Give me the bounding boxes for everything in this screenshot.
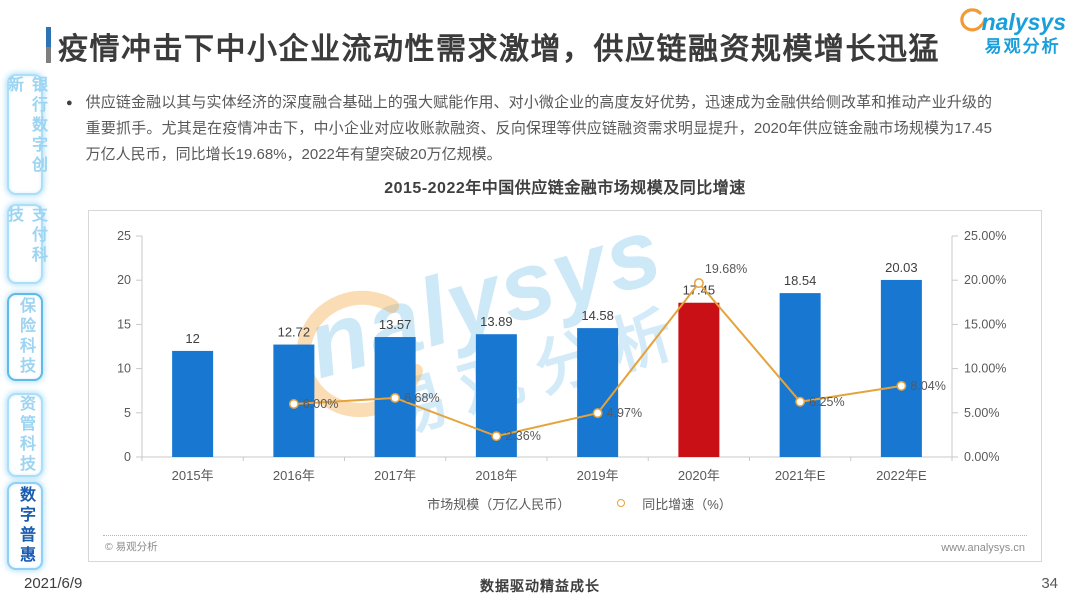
footer-date: 2021/6/9 [24, 575, 83, 592]
sidebar-tab-label: 保险科技 [17, 297, 34, 377]
right-axis-tick-label: 25.00% [964, 229, 1006, 243]
panel-divider [103, 535, 1027, 536]
right-axis-tick-label: 5.00% [964, 406, 999, 420]
legend-label: 市场规模（万亿人民币） [427, 497, 571, 512]
line-point [896, 380, 907, 391]
left-axis-tick-label: 25 [117, 229, 131, 243]
website-text: www.analysys.cn [941, 542, 1025, 554]
line-point [592, 408, 603, 419]
sidebar-tab-label: 数字普惠 [17, 486, 34, 566]
sidebar-tab-insurance-tech[interactable]: 保险科技 [7, 293, 43, 381]
x-axis-label: 2015年 [172, 468, 214, 483]
line-value-label: 8.04% [910, 379, 945, 393]
sidebar-tab-label: 银行数字创新 [5, 76, 46, 176]
sidebar-tab-payment-tech[interactable]: 支付科技 [5, 204, 46, 284]
line-value-label: 4.97% [607, 406, 642, 420]
line-point [491, 431, 502, 442]
chart-title: 2015-2022年中国供应链金融市场规模及同比增速 [384, 180, 746, 197]
right-axis-tick-label: 0.00% [964, 450, 999, 464]
left-axis-tick-label: 0 [124, 450, 131, 464]
market-size-growth-chart: 0 5 10 15 20 25 0.00% 5.00% 10.00% 15.00% 20.00% 25… [117, 229, 1006, 483]
analysys-logo: nalysys 易观分析 [955, 8, 1066, 57]
x-axis-label: 2021年E [775, 468, 826, 483]
x-axis-label: 2019年 [577, 468, 619, 483]
line-point [693, 278, 704, 288]
copyright-text: © 易观分析 [105, 541, 158, 553]
right-axis-tick-label: 10.00% [964, 362, 1006, 376]
line-point [288, 399, 299, 409]
line-value-label: 6.25% [809, 395, 844, 409]
bar-value-label: 12 [185, 331, 199, 346]
left-axis-tick-label: 15 [117, 317, 131, 331]
right-axis-tick-label: 15.00% [964, 317, 1006, 331]
sidebar-tab-bank-digital-innovation[interactable]: 银行数字创新 [5, 74, 46, 195]
summary-bullet: ● 供应链金融以其与实体经济的深度融合基础上的强大赋能作用、对小微企业的高度友好… [66, 90, 992, 168]
x-axis-label: 2018年 [475, 468, 517, 483]
x-axis-label: 2017年 [374, 468, 416, 483]
x-axis-label: 2020年 [678, 468, 720, 483]
line-point [795, 396, 806, 407]
bar-value-label: 12.72 [278, 325, 311, 340]
line-value-label: 6.00% [303, 397, 338, 411]
logo-swirl-icon [959, 8, 985, 32]
title-accent-bar [46, 27, 51, 63]
bar-2015年 [172, 350, 214, 457]
chart-legend: 市场规模（万亿人民币） 同比增速（%） [89, 494, 1041, 513]
bar-2022年E [880, 279, 922, 457]
bar-value-label: 14.58 [581, 308, 614, 323]
bar-2021年E [779, 293, 821, 457]
legend-label: 同比增速（%） [642, 497, 732, 512]
bullet-icon: ● [66, 97, 73, 109]
bar-value-label: 18.54 [784, 273, 817, 288]
sidebar-tab-label: 支付科技 [5, 206, 46, 266]
bar-2019年 [577, 328, 619, 457]
line-value-label: 2.36% [505, 429, 540, 443]
sidebar-tab-digital-inclusion[interactable]: 数字普惠 [7, 482, 43, 570]
page-title: 疫情冲击下中小企业流动性需求激增，供应链融资规模增长迅猛 [58, 33, 940, 66]
sidebar-tab-label: 资管科技 [17, 395, 34, 475]
bar-value-label: 13.57 [379, 317, 412, 332]
logo-brand-text: nalysys [981, 9, 1066, 35]
logo-brand-cn: 易观分析 [984, 37, 1061, 56]
sidebar-tab-asset-mgmt-tech[interactable]: 资管科技 [7, 393, 43, 477]
x-axis-label: 2022年E [876, 468, 927, 483]
bar-2020年 [678, 302, 720, 457]
legend-bar-swatch [398, 498, 420, 509]
legend-line-swatch [608, 499, 635, 508]
summary-text: 供应链金融以其与实体经济的深度融合基础上的强大赋能作用、对小微企业的高度友好优势… [85, 94, 992, 163]
line-value-label: 19.68% [705, 262, 747, 276]
line-point [390, 392, 401, 403]
left-axis-tick-label: 5 [124, 406, 131, 420]
bar-value-label: 13.89 [480, 314, 513, 329]
left-axis-tick-label: 10 [117, 362, 131, 376]
right-axis-tick-label: 20.00% [964, 273, 1006, 287]
bar-value-label: 20.03 [885, 260, 918, 275]
footer-slogan: 数据驱动精益成长 [480, 578, 600, 594]
x-axis-label: 2016年 [273, 468, 315, 483]
left-axis-tick-label: 20 [117, 273, 131, 287]
line-value-label: 6.68% [404, 391, 439, 405]
legend-item-growth-rate: 同比增速（%） [608, 494, 732, 513]
legend-item-market-size: 市场规模（万亿人民币） [398, 494, 570, 513]
chart-panel: nalysys 易观分析 0 5 10 15 20 25 0.00% 5.00% 10.00% 1… [88, 210, 1042, 562]
footer-page-number: 34 [1041, 575, 1058, 592]
